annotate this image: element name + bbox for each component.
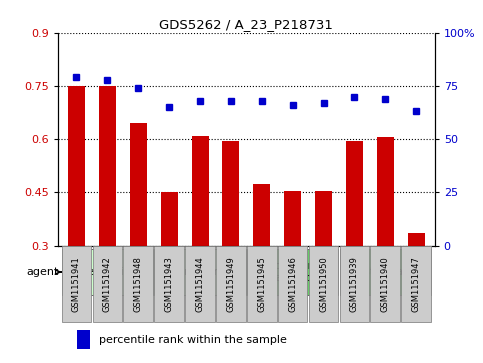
FancyBboxPatch shape bbox=[62, 246, 91, 322]
FancyBboxPatch shape bbox=[154, 249, 246, 295]
Text: GSM1151948: GSM1151948 bbox=[134, 256, 143, 312]
FancyBboxPatch shape bbox=[247, 249, 339, 295]
Text: GSM1151940: GSM1151940 bbox=[381, 256, 390, 311]
Bar bbox=[346, 141, 363, 246]
Text: unstimulated: unstimulated bbox=[351, 267, 420, 277]
FancyBboxPatch shape bbox=[340, 246, 369, 322]
Text: GSM1151943: GSM1151943 bbox=[165, 256, 173, 312]
Text: GSM1151942: GSM1151942 bbox=[103, 256, 112, 311]
Text: GSM1151946: GSM1151946 bbox=[288, 256, 297, 312]
Bar bbox=[408, 233, 425, 246]
Text: GSM1151944: GSM1151944 bbox=[196, 256, 204, 311]
Bar bbox=[68, 86, 85, 246]
Text: GSM1151939: GSM1151939 bbox=[350, 256, 359, 312]
Bar bbox=[161, 192, 178, 246]
Text: interleukin 4: interleukin 4 bbox=[74, 267, 141, 277]
FancyBboxPatch shape bbox=[247, 246, 277, 322]
FancyBboxPatch shape bbox=[62, 249, 153, 295]
FancyBboxPatch shape bbox=[185, 246, 215, 322]
Bar bbox=[130, 123, 147, 246]
Bar bbox=[315, 191, 332, 246]
FancyBboxPatch shape bbox=[278, 246, 308, 322]
Text: log2 ratio: log2 ratio bbox=[99, 308, 153, 318]
Text: tumor necrosis
factor-α: tumor necrosis factor-α bbox=[254, 261, 332, 283]
Bar bbox=[253, 184, 270, 246]
Bar bbox=[377, 137, 394, 246]
Bar bbox=[77, 303, 90, 322]
FancyBboxPatch shape bbox=[93, 246, 122, 322]
Bar bbox=[77, 330, 90, 349]
Text: GSM1151945: GSM1151945 bbox=[257, 256, 266, 311]
Text: GSM1151949: GSM1151949 bbox=[227, 256, 235, 311]
Bar bbox=[192, 136, 209, 246]
FancyBboxPatch shape bbox=[370, 246, 400, 322]
Bar bbox=[99, 86, 116, 246]
Text: percentile rank within the sample: percentile rank within the sample bbox=[99, 335, 287, 345]
Text: GSM1151950: GSM1151950 bbox=[319, 256, 328, 311]
Text: GSM1151941: GSM1151941 bbox=[72, 256, 81, 311]
Title: GDS5262 / A_23_P218731: GDS5262 / A_23_P218731 bbox=[159, 19, 333, 32]
Text: GSM1151947: GSM1151947 bbox=[412, 256, 421, 312]
Bar bbox=[284, 191, 301, 246]
FancyBboxPatch shape bbox=[124, 246, 153, 322]
FancyBboxPatch shape bbox=[154, 246, 184, 322]
Text: interleukin 13: interleukin 13 bbox=[164, 267, 236, 277]
FancyBboxPatch shape bbox=[309, 246, 339, 322]
Text: agent: agent bbox=[26, 267, 58, 277]
FancyBboxPatch shape bbox=[401, 246, 431, 322]
FancyBboxPatch shape bbox=[216, 246, 246, 322]
FancyBboxPatch shape bbox=[340, 249, 431, 295]
Bar bbox=[222, 141, 240, 246]
